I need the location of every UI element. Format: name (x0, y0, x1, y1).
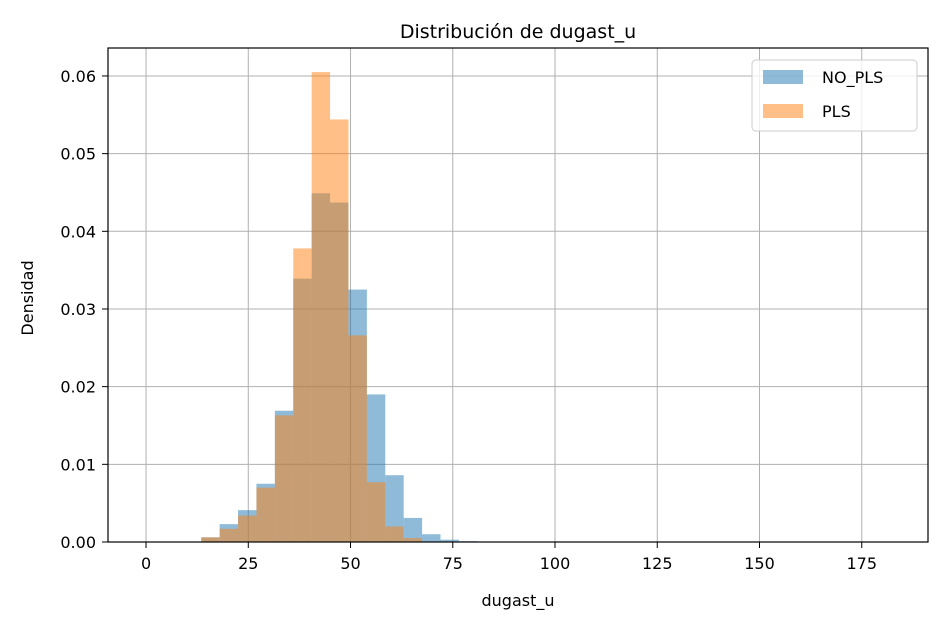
bar-no-pls (422, 534, 441, 542)
y-tick-label: 0.01 (60, 455, 96, 474)
bar-pls (403, 538, 423, 542)
x-tick-label: 25 (238, 554, 258, 573)
bar-pls (311, 72, 331, 542)
bar-no-pls (385, 475, 404, 542)
chart-title: Distribución de dugast_u (400, 21, 636, 43)
bar-no-pls (403, 517, 423, 542)
bar-pls (274, 415, 294, 542)
bar-pls (219, 528, 239, 542)
bar-pls (366, 482, 386, 542)
x-tick-label: 50 (340, 554, 360, 573)
y-tick-label: 0.02 (60, 378, 96, 397)
bar-pls (385, 526, 404, 542)
legend-swatch-no-pls (763, 70, 803, 84)
x-tick-label: 125 (642, 554, 673, 573)
plot-frame (107, 47, 929, 543)
x-tick-label: 150 (744, 554, 775, 573)
bar-no-pls (440, 539, 459, 542)
legend-swatch-pls (763, 104, 803, 118)
x-tick-label: 0 (141, 554, 151, 573)
ticks: 0 25 50 75 100 125 150 175 0.00 0.01 0.02 0.03 0.04 0… (60, 67, 877, 573)
x-tick-label: 175 (846, 554, 877, 573)
y-tick-label: 0.03 (60, 300, 96, 319)
y-tick-label: 0.05 (60, 145, 96, 164)
legend-label-pls: PLS (822, 102, 851, 121)
x-tick-label: 75 (443, 554, 463, 573)
bar-pls (293, 248, 312, 542)
x-axis-label: dugast_u (481, 591, 554, 611)
x-tick-label: 100 (540, 554, 571, 573)
y-axis-label: Densidad (18, 260, 37, 335)
y-tick-label: 0.00 (60, 533, 96, 552)
bar-pls (201, 537, 220, 542)
grid (108, 48, 928, 543)
bar-pls (256, 487, 275, 542)
y-tick-label: 0.06 (60, 67, 96, 86)
bar-pls (330, 119, 349, 543)
bars (201, 72, 478, 543)
legend: NO_PLS PLS (751, 59, 918, 132)
y-tick-label: 0.04 (60, 222, 96, 241)
bar-pls (238, 515, 257, 542)
bar-pls (348, 335, 367, 542)
legend-label-no-pls: NO_PLS (822, 68, 883, 88)
